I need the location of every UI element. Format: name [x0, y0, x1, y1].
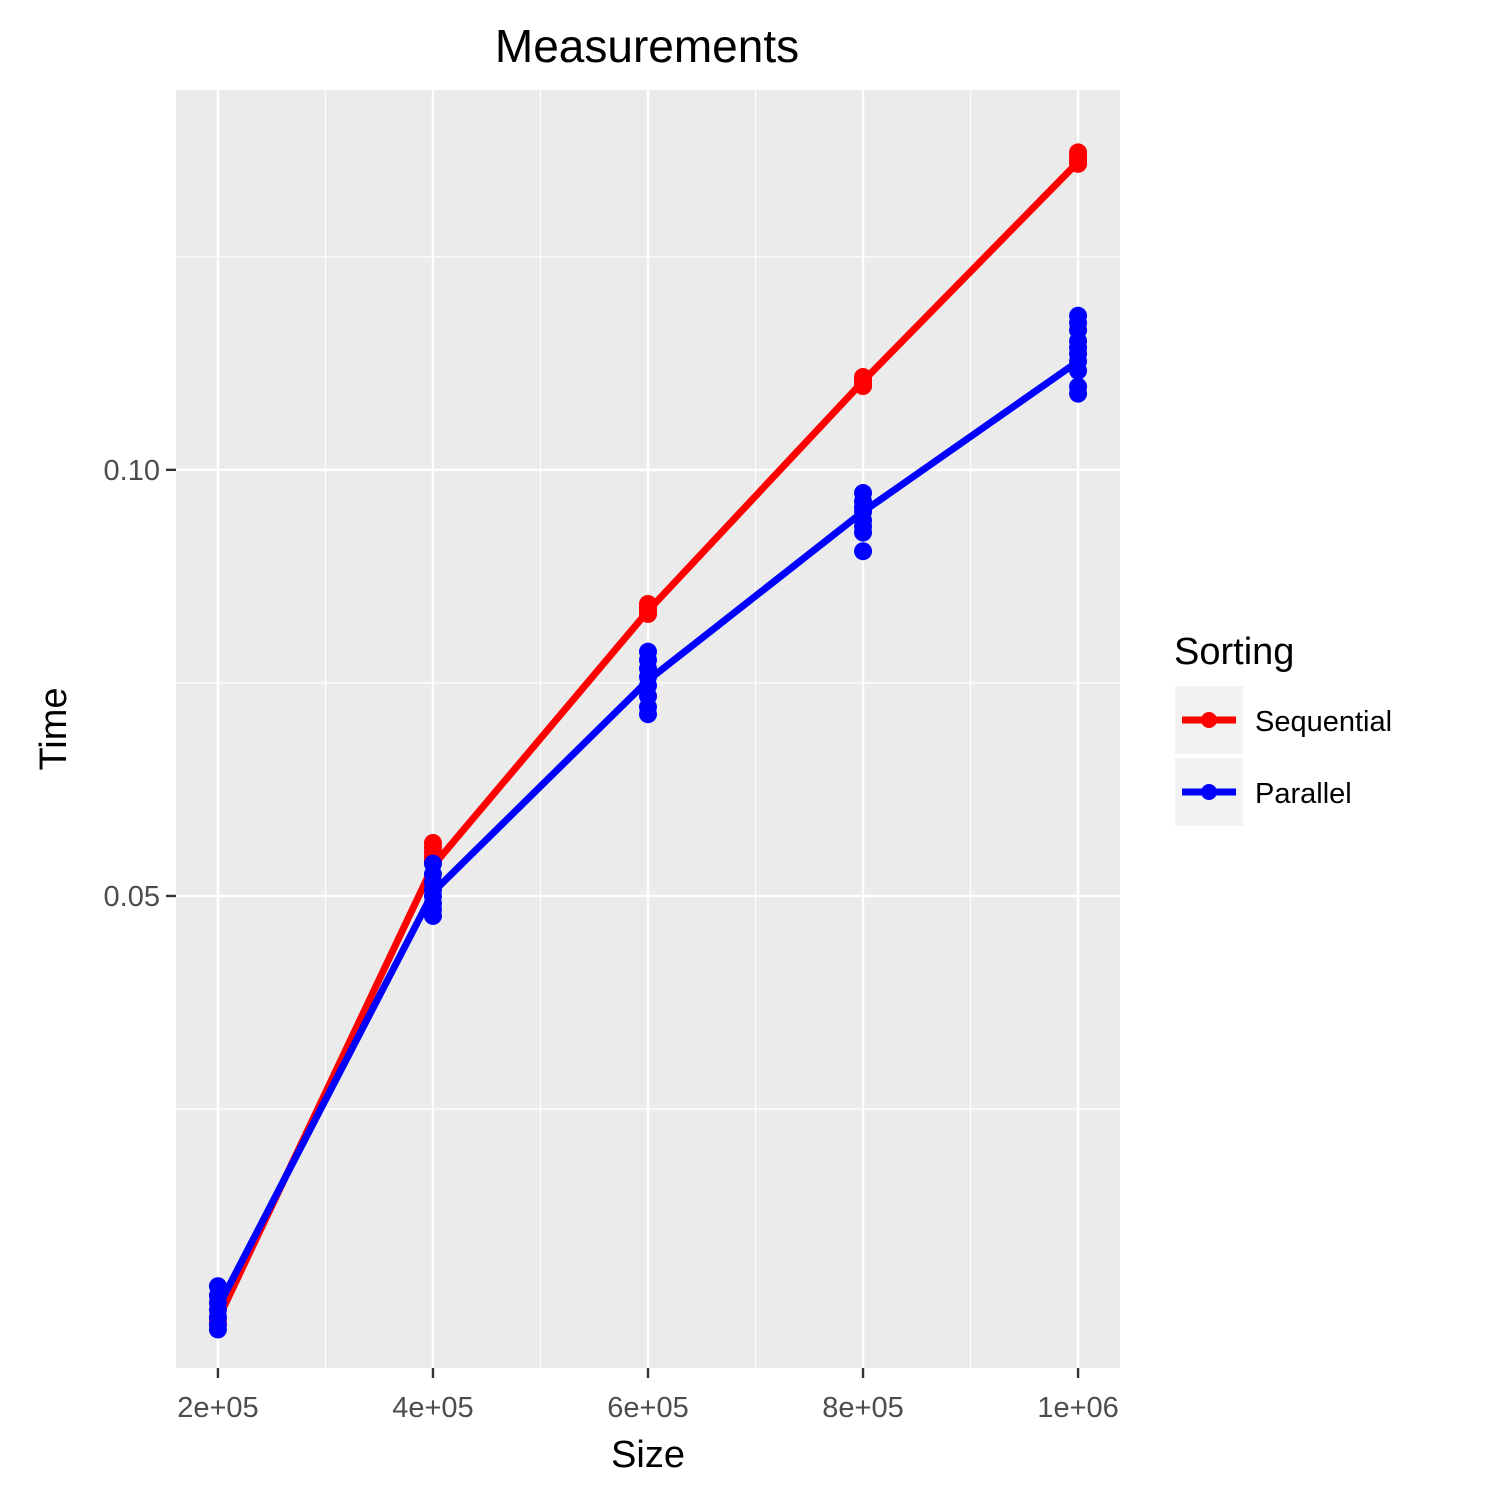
x-tick-label: 8e+05	[822, 1392, 903, 1424]
x-tick-label: 1e+06	[1037, 1392, 1118, 1424]
data-point-parallel	[423, 906, 442, 925]
x-axis-title: Size	[611, 1434, 685, 1476]
legend-label-parallel: Parallel	[1255, 778, 1352, 810]
data-layer	[208, 143, 1088, 1339]
legend-label-sequential: Sequential	[1255, 706, 1392, 738]
chart-title: Measurements	[495, 20, 799, 72]
legend-point-parallel	[1201, 784, 1217, 800]
data-point-parallel	[1069, 384, 1088, 403]
data-point-sequential	[854, 377, 873, 396]
data-point-parallel	[854, 542, 873, 561]
data-point-sequential	[1069, 154, 1088, 173]
data-point-sequential	[639, 604, 657, 623]
data-point-parallel	[1069, 361, 1088, 380]
legend-title: Sorting	[1174, 631, 1294, 673]
data-point-parallel	[208, 1320, 227, 1339]
grid	[176, 90, 1120, 1368]
x-tick-label: 2e+05	[177, 1392, 258, 1424]
x-tick-label: 6e+05	[607, 1392, 688, 1424]
y-axis-title: Time	[33, 687, 75, 770]
x-tick-label: 4e+05	[392, 1392, 473, 1424]
data-point-parallel	[854, 523, 873, 542]
legend: Sorting Sequential Parallel	[1174, 631, 1392, 826]
axes: 2e+05 4e+05 6e+05 8e+05 1e+06 0.05 0.10	[104, 455, 1119, 1424]
data-point-parallel	[639, 705, 657, 724]
legend-point-sequential	[1201, 712, 1217, 728]
y-tick-label: 0.10	[104, 455, 160, 487]
y-tick-label: 0.05	[104, 881, 160, 913]
